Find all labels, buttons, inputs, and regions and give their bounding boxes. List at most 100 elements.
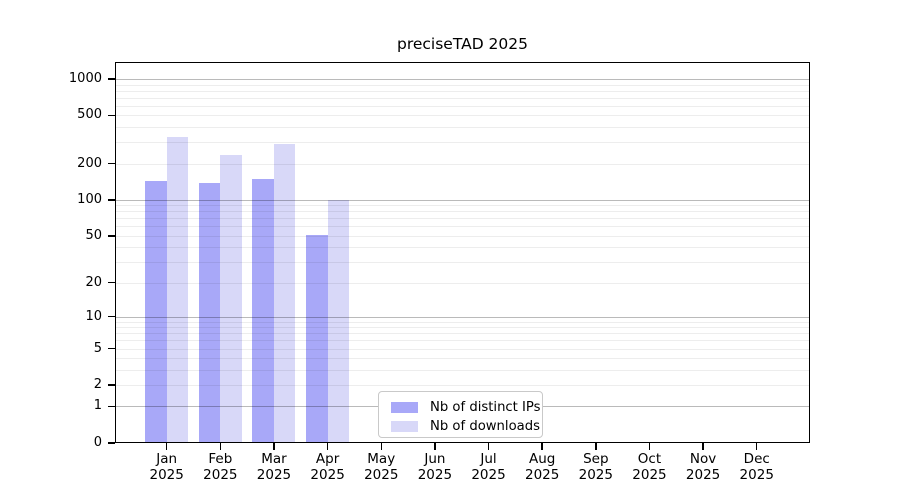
year-label: 2025 [417,467,453,483]
bar-apr-nb-of-downloads [327,199,350,443]
y-axis-label: 20 [85,274,102,290]
gridline-minor [115,127,810,129]
bar-mar-nb-of-distinct-ips [252,179,274,443]
month-label: Apr [315,451,340,467]
x-axis-tick [434,443,436,450]
x-axis-tick [380,443,382,450]
x-axis-label-mar: Mar 2025 [242,451,306,483]
y-axis-label: 2 [93,377,102,393]
y-axis-tick [108,235,115,237]
x-axis-label-jul: Jul 2025 [457,451,521,483]
year-label: 2025 [471,467,506,483]
gridline-minor [115,369,810,371]
gridline-minor [115,211,810,213]
gridline-minor [115,163,810,165]
bar-jan-nb-of-distinct-ips [145,181,167,443]
x-axis-label-jan: Jan 2025 [135,451,199,483]
gridline-minor [115,385,810,387]
y-axis-tick [108,315,115,318]
y-axis-tick [108,162,115,165]
gridline-major [115,79,810,80]
bar-jan-nb-of-downloads [166,136,189,443]
gridline-minor [115,333,810,335]
y-axis-label: 1 [93,398,102,414]
gridline-minor [115,235,810,237]
gridline-minor [115,340,810,342]
y-axis-label: 0 [93,435,102,450]
gridline-minor [115,262,810,264]
year-label: 2025 [685,467,721,483]
y-axis-label: 100 [77,191,102,207]
legend-label-distinct-ips: Nb of distinct IPs [430,400,541,415]
gridline-minor [115,84,810,86]
x-axis-label-jun: Jun 2025 [403,451,467,483]
gridline-minor [115,142,810,144]
x-axis-label-dec: Dec 2025 [725,451,789,483]
month-label: Feb [208,451,233,467]
month-label: Jul [480,451,497,467]
bar-feb-nb-of-downloads [220,154,242,443]
gridline-minor [115,226,810,228]
year-label: 2025 [739,467,774,483]
x-axis-tick [702,443,704,450]
gridline-minor [115,97,810,99]
month-label: Mar [261,451,287,467]
month-label: Aug [528,451,556,467]
x-axis-tick [756,443,758,450]
y-axis-tick [108,384,115,386]
gridline-minor [115,218,810,220]
y-axis-tick [108,442,115,444]
month-label: Nov [689,451,717,467]
month-label: Dec [743,451,770,467]
legend-label-downloads: Nb of downloads [430,419,540,434]
x-axis-label-nov: Nov 2025 [671,451,735,483]
x-axis-tick [273,443,275,450]
bar-mar-nb-of-downloads [273,144,296,443]
x-axis-label-sep: Sep 2025 [564,451,628,483]
y-axis-tick [108,199,115,201]
y-axis-label: 10 [85,308,102,324]
month-label: Oct [637,451,662,467]
x-axis-tick [326,443,329,450]
legend-swatch-downloads-icon [391,421,418,432]
x-axis-label-aug: Aug 2025 [510,451,574,483]
gridline-minor [115,327,810,329]
year-label: 2025 [524,467,560,483]
bar-feb-nb-of-distinct-ips [198,182,221,443]
y-axis-label: 1000 [68,71,102,86]
year-label: 2025 [203,467,238,483]
x-axis-label-apr: Apr 2025 [296,451,360,483]
y-axis-label: 200 [77,155,102,171]
x-axis-tick [487,443,490,450]
x-axis-tick [166,443,168,450]
y-axis-tick [108,78,115,80]
x-axis-label-feb: Feb 2025 [188,451,252,483]
month-label: May [367,451,396,467]
year-label: 2025 [364,467,399,483]
legend-item-downloads: Nb of downloads [391,418,542,435]
gridline-minor [115,358,810,360]
gridline-major [115,316,810,318]
gridline-minor [115,247,810,249]
gridline-minor [115,115,810,117]
y-axis-tick [108,347,115,350]
y-axis-label: 50 [85,227,102,243]
year-label: 2025 [256,467,292,483]
x-axis-label-oct: Oct 2025 [617,451,681,483]
y-axis-label: 5 [93,340,102,356]
legend-item-distinct-ips: Nb of distinct IPs [391,399,542,416]
x-axis-label-may: May 2025 [349,451,413,483]
y-axis-tick [108,405,115,408]
month-label: Sep [583,451,609,467]
x-axis-tick [219,443,222,450]
bar-apr-nb-of-distinct-ips [306,234,328,443]
y-axis-tick [108,114,115,117]
x-axis-tick [541,443,543,450]
chart-title: preciseTAD 2025 [396,35,529,53]
gridline-minor [115,90,810,92]
year-label: 2025 [578,467,613,483]
gridline-major [115,199,810,201]
month-label: Jun [424,451,446,467]
gridline-minor [115,348,810,350]
